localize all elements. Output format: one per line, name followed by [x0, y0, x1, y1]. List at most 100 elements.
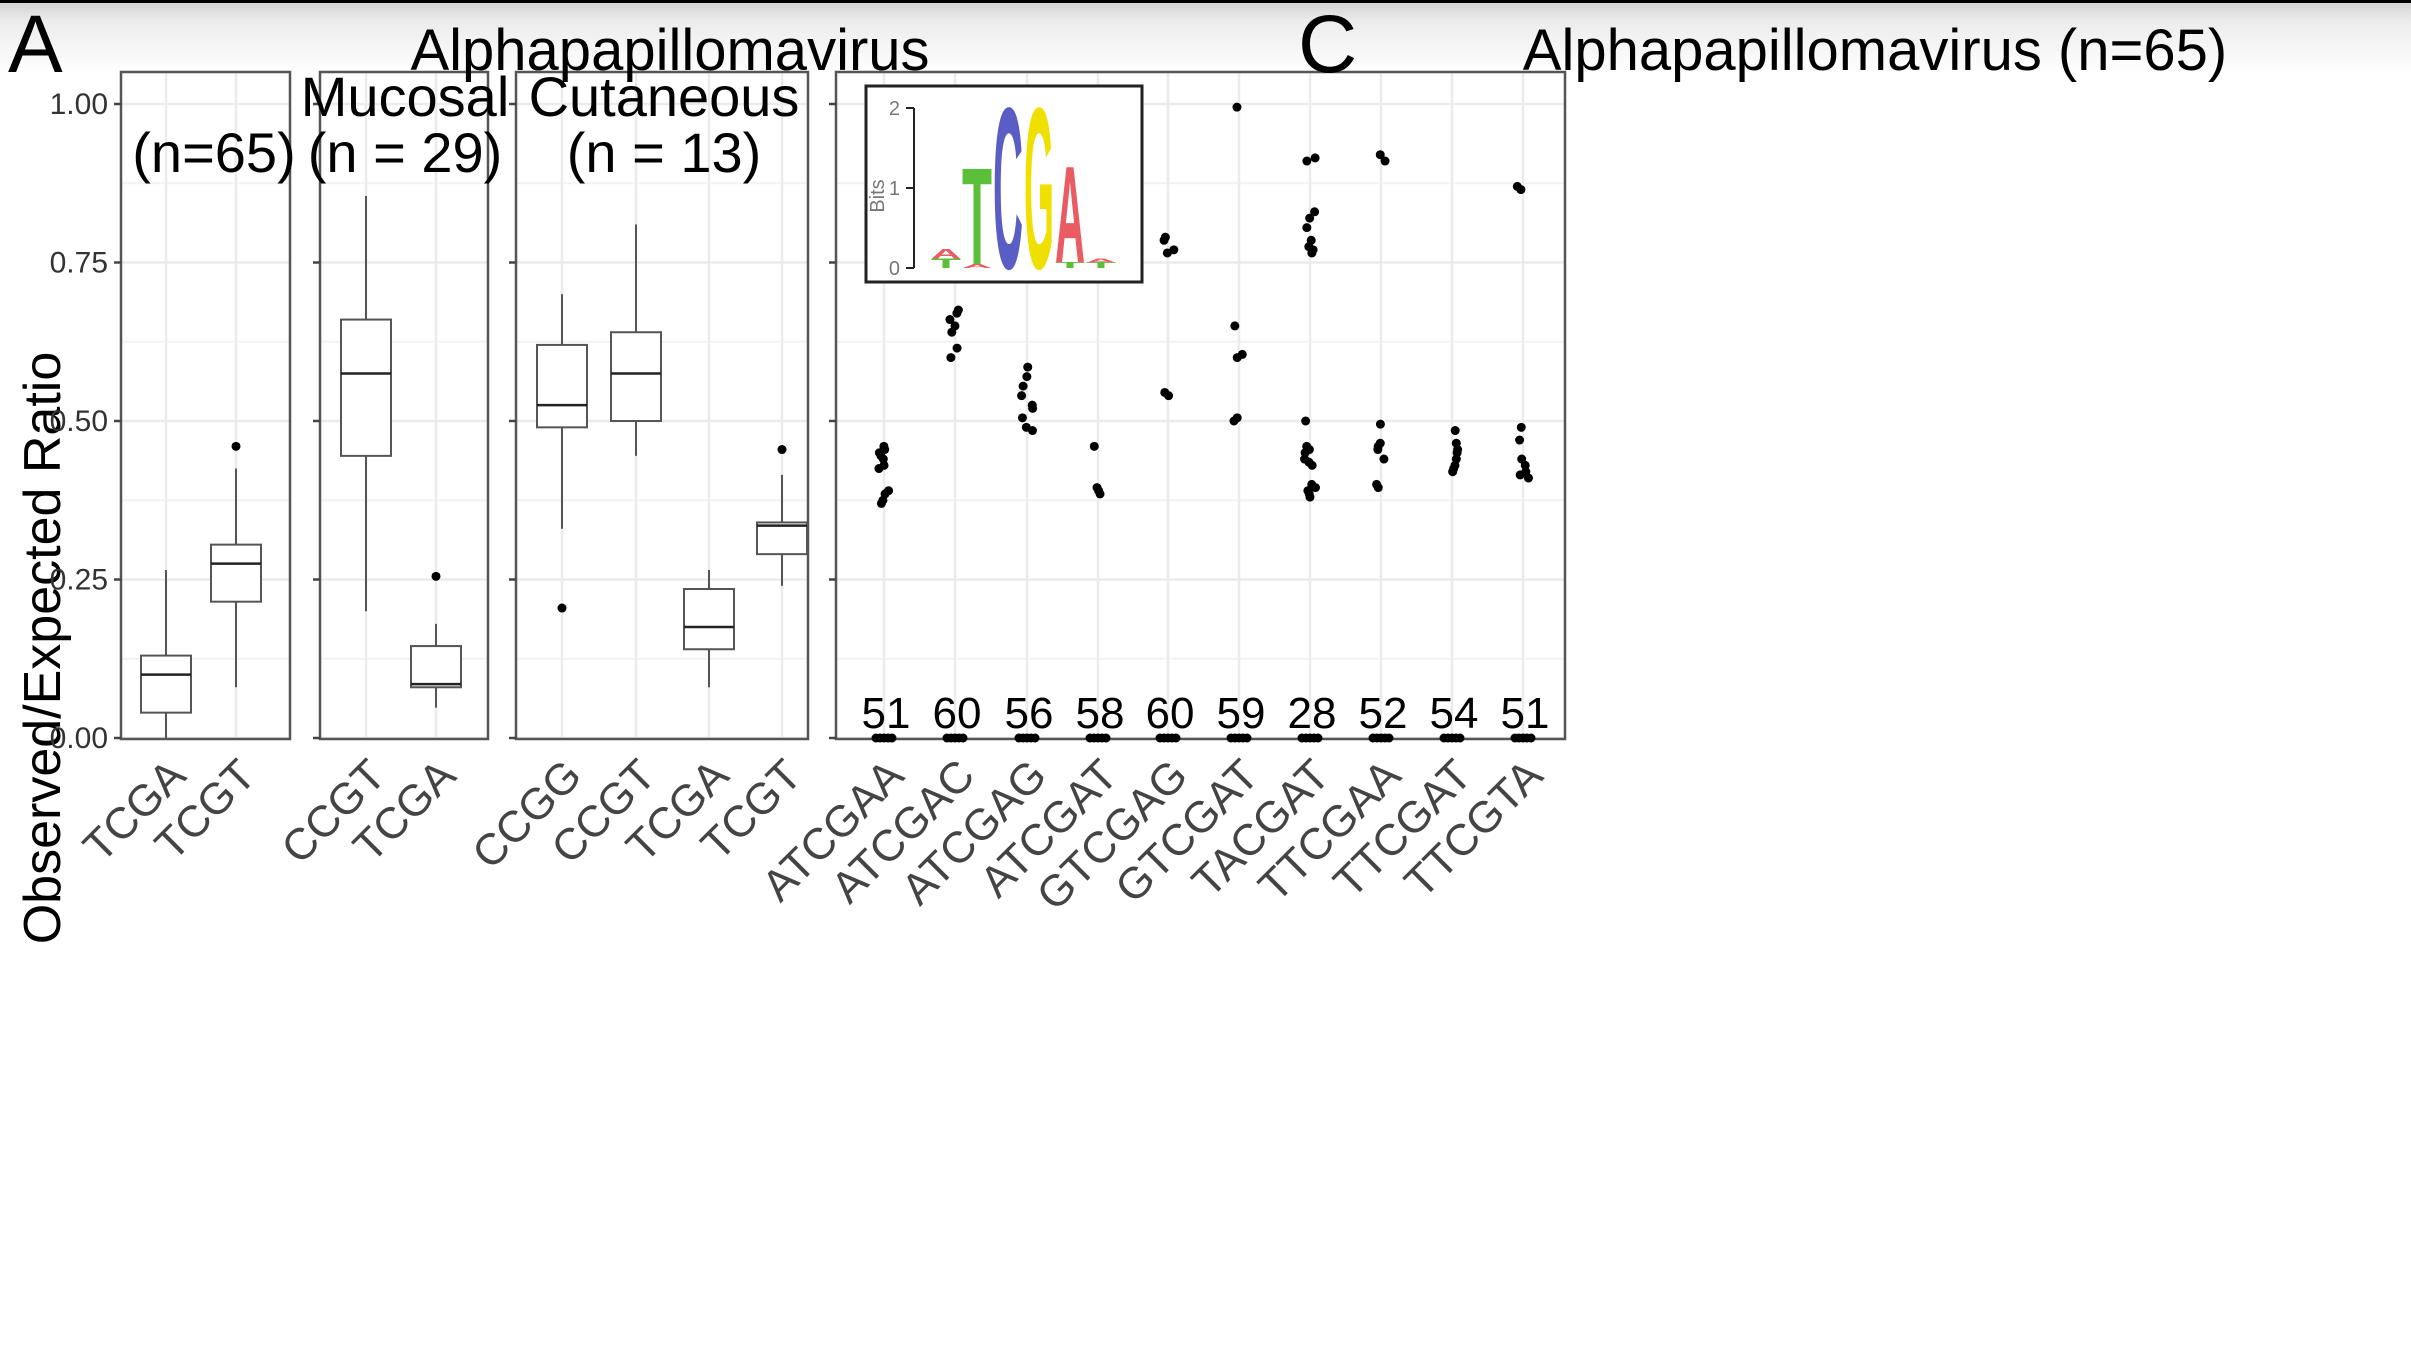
panel-label-c: C	[1298, 0, 1357, 90]
point-atcgag	[1022, 372, 1032, 382]
inset-y-tick-label: 0	[889, 258, 900, 280]
marks-layer	[140, 102, 1536, 743]
inset-y-tick-label: 1	[889, 178, 900, 200]
y-tick-label: 1.00	[50, 88, 108, 121]
count-label-ttcgat: 54	[1430, 689, 1479, 738]
point-ttcgta	[1515, 435, 1525, 445]
point-ttcgta	[1515, 470, 1525, 480]
point-gtcgat	[1230, 321, 1240, 331]
point-ttcgta	[1516, 422, 1526, 432]
point-atcgac	[952, 343, 962, 353]
point-atcgac	[947, 327, 957, 337]
count-label-gtcgag: 60	[1146, 689, 1195, 738]
point-ttcgaa	[1373, 483, 1383, 493]
point-tacgat	[1302, 223, 1312, 233]
logo-letter-a: A	[1055, 139, 1085, 292]
box-ccgg	[536, 343, 588, 429]
count-label-gtcgat: 59	[1217, 689, 1266, 738]
facet-label: (n=65)	[132, 121, 295, 184]
logo-letter-a: A	[931, 246, 961, 262]
panel-frame-1	[119, 70, 292, 741]
point-atcgat	[1089, 441, 1099, 451]
box-tcga	[410, 645, 462, 689]
point-tacgat	[1310, 207, 1320, 217]
count-label-atcgac: 60	[933, 689, 982, 738]
point-zero-atcgaa	[887, 733, 897, 743]
count-label-tacgat: 28	[1288, 689, 1337, 738]
box-tcgt-outlier	[777, 445, 787, 455]
count-label-atcgat: 58	[1076, 689, 1125, 738]
point-tacgat	[1305, 492, 1315, 502]
panel-frame-3	[514, 70, 810, 741]
box-ccgt	[340, 318, 392, 457]
point-ttcgat	[1450, 426, 1460, 436]
logo-letter-g: G	[1024, 60, 1054, 317]
point-zero-ttcgta	[1526, 733, 1536, 743]
count-label-atcgag: 56	[1005, 689, 1054, 738]
point-atcgag	[1023, 362, 1033, 372]
point-zero-gtcgat	[1242, 733, 1252, 743]
point-ttcgaa	[1380, 156, 1390, 166]
point-ttcgaa	[1379, 454, 1389, 464]
point-zero-atcgag	[1030, 733, 1040, 743]
right-title: Alphapapillomavirus (n=65)	[1523, 18, 2227, 83]
point-tacgat	[1305, 213, 1315, 223]
inset-y-label: Bits	[867, 179, 889, 212]
logo-letter-t: T	[931, 255, 962, 271]
point-atcgag	[1017, 391, 1027, 401]
facet-label: Mucosal	[301, 65, 510, 128]
point-tacgat	[1310, 483, 1320, 493]
point-zero-gtcgag	[1171, 733, 1181, 743]
point-zero-ttcgaa	[1384, 733, 1394, 743]
point-atcgag	[1028, 403, 1038, 413]
point-gtcgat	[1232, 353, 1242, 363]
point-tacgat	[1302, 156, 1312, 166]
box-tcgt-outlier	[231, 441, 241, 451]
point-atcgat	[1095, 489, 1105, 499]
count-label-atcgaa: 51	[862, 689, 911, 738]
y-tick-label: 0.00	[50, 722, 108, 755]
y-tick-label: 0.50	[50, 405, 108, 438]
point-ttcgaa	[1375, 419, 1385, 429]
point-zero-tacgat	[1313, 733, 1323, 743]
point-tacgat	[1307, 248, 1317, 258]
box-ccgt	[610, 331, 662, 422]
point-atcgag	[1017, 413, 1027, 423]
panel-frame-4	[834, 70, 1567, 741]
point-gtcgag	[1164, 391, 1174, 401]
facet-label: (n = 13)	[567, 121, 762, 184]
point-gtcgat	[1229, 416, 1239, 426]
point-gtcgat	[1232, 102, 1242, 112]
point-zero-atcgat	[1101, 733, 1111, 743]
point-gtcgag	[1159, 235, 1169, 245]
inset-y-tick-label: 2	[889, 98, 900, 120]
point-atcgaa	[876, 498, 886, 508]
figure-top-band	[0, 0, 2411, 112]
point-tacgat	[1310, 153, 1320, 163]
box-tcgt	[756, 521, 808, 556]
point-zero-atcgac	[958, 733, 968, 743]
facet-label: Cutaneous	[529, 65, 800, 128]
box-ccgg-outlier	[557, 603, 567, 613]
point-ttcgta	[1516, 185, 1526, 195]
panel-frame-2	[318, 70, 490, 741]
box-tcgt	[210, 543, 262, 603]
point-atcgag	[1027, 426, 1037, 436]
point-ttcgat	[1448, 467, 1458, 477]
inset-frame	[864, 84, 1144, 284]
box-tcga-outlier	[431, 571, 441, 581]
facet-label: (n = 29)	[308, 121, 503, 184]
point-tacgat	[1307, 460, 1317, 470]
box-tcga	[140, 654, 192, 714]
logo-letter-a: A	[1086, 257, 1116, 263]
box-tcga	[683, 588, 735, 651]
point-ttcgta	[1523, 473, 1533, 483]
logo-letter-a: A	[962, 263, 992, 269]
left-title: Alphapapillomavirus	[410, 18, 929, 83]
point-atcgac	[952, 308, 962, 318]
point-atcgac	[946, 353, 956, 363]
logo-letter-c: C	[993, 60, 1023, 317]
logo-letter-t: T	[962, 141, 992, 294]
